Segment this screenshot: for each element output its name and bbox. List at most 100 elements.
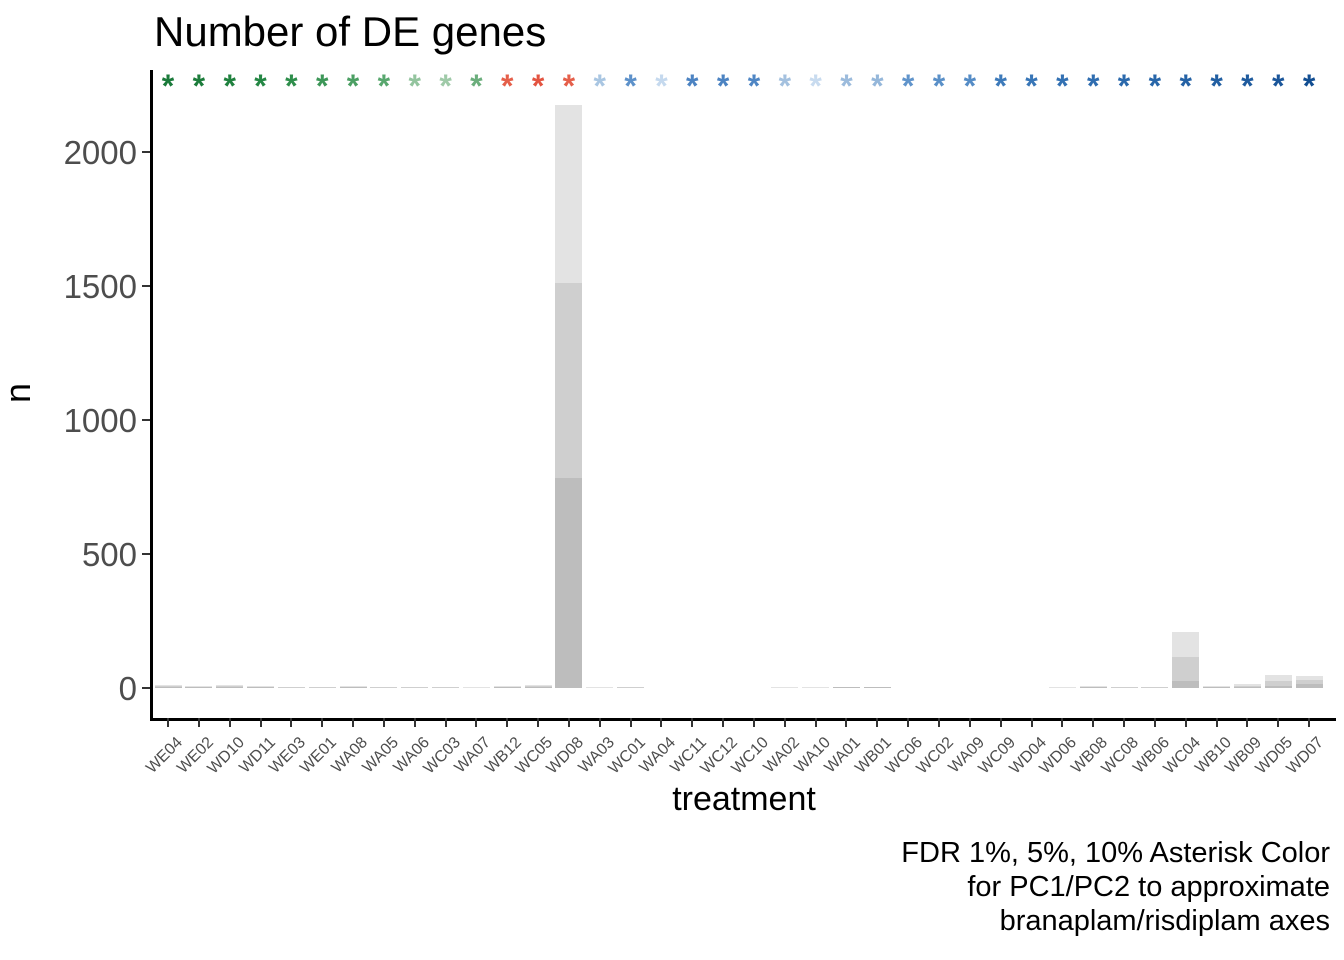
x-tick-mark xyxy=(1153,718,1156,727)
x-tick-mark xyxy=(814,718,817,727)
x-axis-title-text: treatment xyxy=(672,780,816,818)
x-axis-line xyxy=(150,718,1336,721)
x-tick-mark xyxy=(1215,718,1218,727)
bar-WE02-fdr1 xyxy=(185,687,213,688)
significance-asterisk-WC10: * xyxy=(747,68,761,104)
bar-WA02-fdr10 xyxy=(771,687,799,688)
significance-asterisk-WE04: * xyxy=(161,68,175,104)
significance-asterisk-WD08: * xyxy=(562,68,576,104)
x-tick-mark xyxy=(999,718,1002,727)
x-tick-mark xyxy=(598,718,601,727)
x-tick-mark xyxy=(1184,718,1187,727)
significance-asterisk-WD07: * xyxy=(1302,68,1316,104)
significance-asterisk-WA10: * xyxy=(809,68,822,104)
bar-WB09-fdr1 xyxy=(1233,687,1261,688)
bar-WD05-fdr1 xyxy=(1264,685,1292,688)
bar-WD06-fdr10 xyxy=(1048,687,1076,688)
significance-asterisk-WB09: * xyxy=(1241,68,1254,104)
x-tick-mark xyxy=(876,718,879,727)
x-tick-mark xyxy=(506,718,509,727)
significance-asterisk-WE02: * xyxy=(192,68,206,104)
bar-WC05-fdr1 xyxy=(524,687,552,688)
bar-WB12-fdr1 xyxy=(493,687,521,688)
x-axis-title: treatment xyxy=(0,780,1344,819)
caption: FDR 1%, 5%, 10% Asterisk Color for PC1/P… xyxy=(630,836,1330,939)
significance-asterisk-WA05: * xyxy=(377,68,391,104)
significance-asterisk-WA01: * xyxy=(840,68,853,104)
significance-asterisk-WC03: * xyxy=(439,68,452,104)
y-tick-label: 1500 xyxy=(63,267,137,305)
y-tick-mark xyxy=(142,419,150,421)
bar-WC08-fdr5 xyxy=(1110,687,1138,688)
bar-WE04-fdr5 xyxy=(154,685,182,688)
significance-asterisk-WE03: * xyxy=(285,68,298,104)
bar-WC04-fdr1 xyxy=(1172,681,1200,688)
bar-WE03-fdr5 xyxy=(277,687,305,688)
x-tick-mark xyxy=(752,718,755,727)
x-tick-mark xyxy=(660,718,663,727)
x-tick-mark xyxy=(845,718,848,727)
significance-asterisk-WA09: * xyxy=(963,68,977,104)
bar-WB01-fdr1 xyxy=(863,687,891,688)
x-tick-mark xyxy=(1092,718,1095,727)
bar-WA06-fdr5 xyxy=(401,687,429,688)
significance-asterisk-WB01: * xyxy=(871,68,884,104)
bar-WB06-fdr5 xyxy=(1141,687,1169,688)
x-tick-mark xyxy=(1277,718,1280,727)
bar-WA07-fdr10 xyxy=(462,687,490,688)
caption-line-2: for PC1/PC2 to approximate xyxy=(967,871,1330,904)
significance-asterisk-WA06: * xyxy=(408,68,421,104)
significance-asterisk-WA04: * xyxy=(655,68,668,104)
x-tick-mark xyxy=(321,718,324,727)
bar-WD11-fdr1 xyxy=(247,687,275,688)
bar-WC03-fdr5 xyxy=(432,687,460,688)
x-tick-mark xyxy=(968,718,971,727)
y-tick-label: 1000 xyxy=(63,401,137,439)
y-tick-mark xyxy=(142,553,150,555)
significance-asterisk-WC01: * xyxy=(624,68,637,104)
significance-asterisk-WC09: * xyxy=(994,68,1007,104)
bar-WB09-fdr5 xyxy=(1233,685,1261,688)
bar-WB08-fdr1 xyxy=(1079,687,1107,688)
significance-asterisk-WD05: * xyxy=(1272,68,1285,104)
bar-WD05-fdr5 xyxy=(1264,681,1292,688)
bar-WD07-fdr1 xyxy=(1295,683,1323,688)
bar-WA08-fdr1 xyxy=(339,687,367,688)
x-tick-mark xyxy=(691,718,694,727)
significance-asterisk-WB12: * xyxy=(501,68,514,104)
bar-WB10-fdr10 xyxy=(1203,685,1231,688)
caption-line-3: branaplam/risdiplam axes xyxy=(999,905,1330,938)
x-tick-mark xyxy=(722,718,725,727)
y-axis-title: n xyxy=(0,382,39,404)
bar-WC01-fdr5 xyxy=(617,687,645,688)
significance-asterisk-WA02: * xyxy=(778,68,792,104)
significance-asterisk-WB08: * xyxy=(1086,68,1100,104)
significance-asterisk-WC11: * xyxy=(686,68,699,104)
x-tick-mark xyxy=(290,718,293,727)
caption-line-1: FDR 1%, 5%, 10% Asterisk Color xyxy=(901,837,1330,869)
significance-asterisk-WD10: * xyxy=(223,68,236,104)
bar-WD10-fdr1 xyxy=(216,687,244,688)
significance-asterisk-WA07: * xyxy=(470,68,483,104)
chart-title: Number of DE genes xyxy=(154,8,547,55)
significance-asterisk-WC05: * xyxy=(531,68,545,104)
x-tick-mark xyxy=(567,718,570,727)
x-tick-mark xyxy=(1308,718,1311,727)
x-tick-mark xyxy=(475,718,478,727)
significance-asterisk-WA03: * xyxy=(593,68,606,104)
significance-asterisk-WC06: * xyxy=(901,68,915,104)
x-tick-mark xyxy=(259,718,262,727)
x-tick-mark xyxy=(197,718,200,727)
bar-WE04-fdr1 xyxy=(154,687,182,688)
y-tick-label: 0 xyxy=(118,669,137,707)
x-tick-mark xyxy=(938,718,940,727)
x-tick-mark xyxy=(907,718,910,727)
x-tick-mark xyxy=(783,718,786,727)
bar-WC05-fdr10 xyxy=(524,684,552,688)
bar-WA10-fdr10 xyxy=(802,687,830,688)
y-tick-mark xyxy=(142,151,150,153)
y-tick-mark xyxy=(142,687,150,689)
significance-asterisk-WC02: * xyxy=(932,68,946,104)
x-tick-mark xyxy=(382,718,385,727)
